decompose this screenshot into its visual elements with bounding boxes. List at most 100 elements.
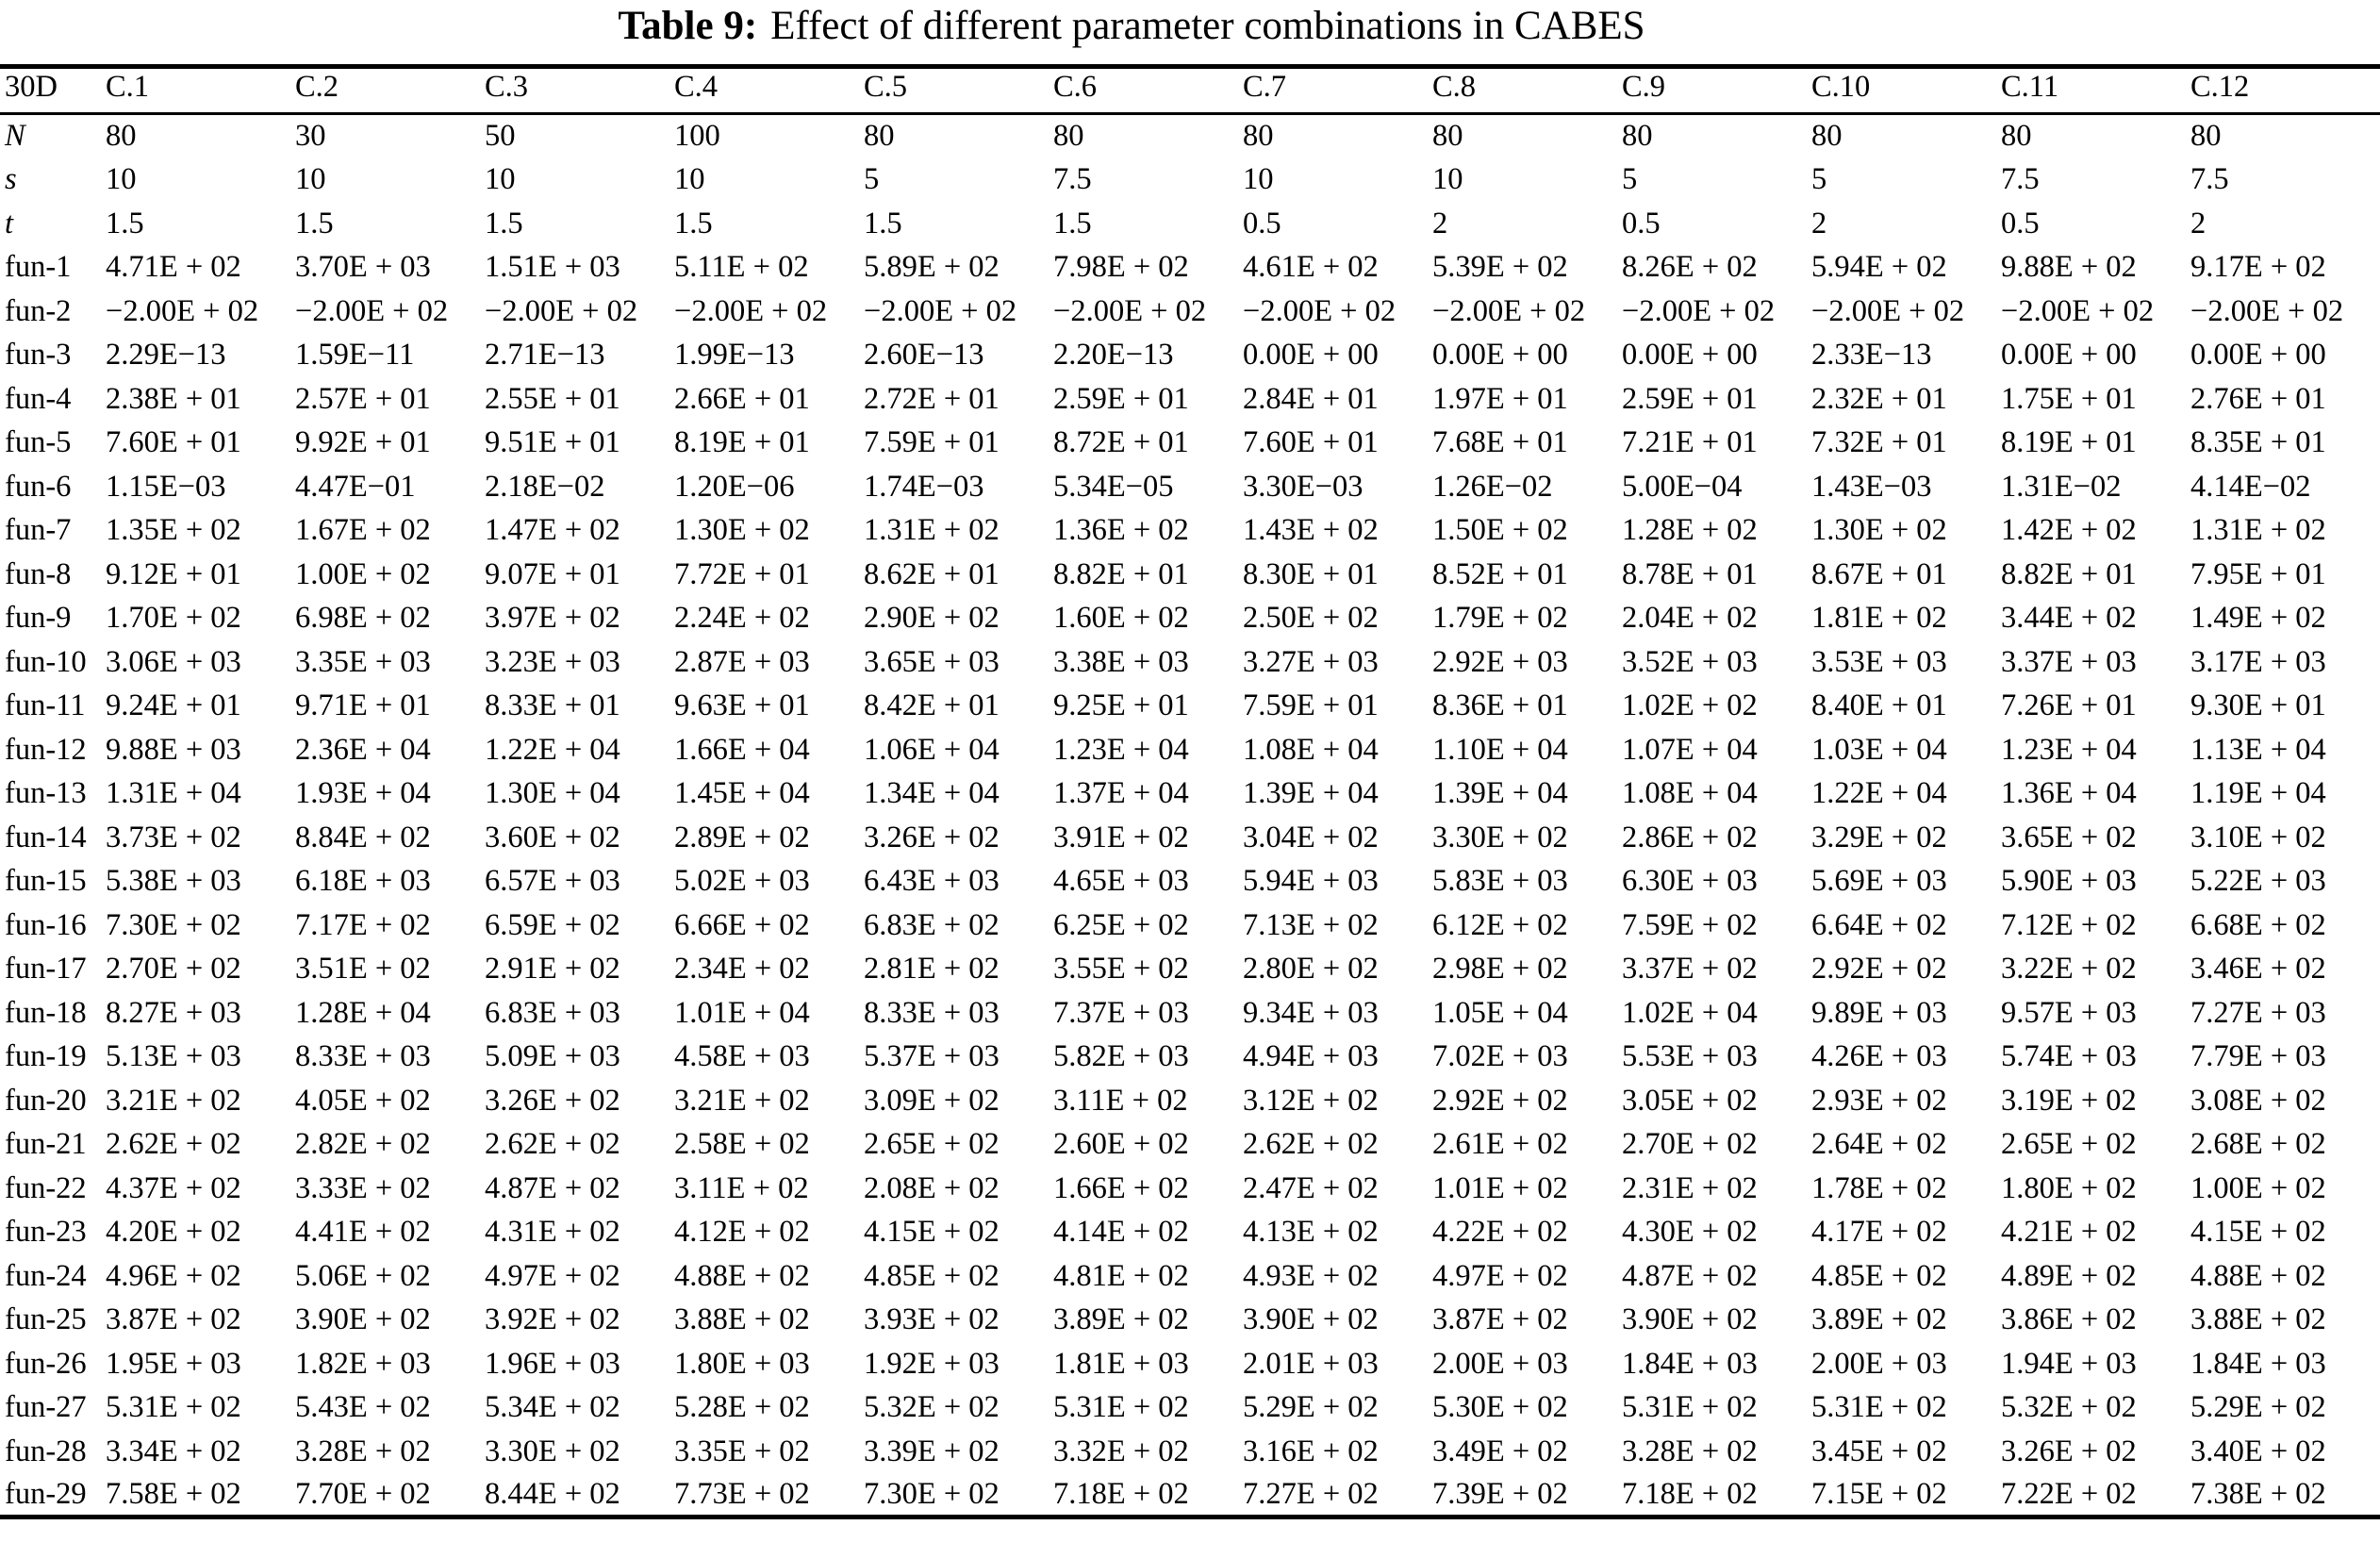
cell-fun-21-c-7: 2.62E + 02 <box>1243 1127 1379 1161</box>
row-label-fun-20: fun-20 <box>5 1083 87 1118</box>
table-row-fun-26: fun-26 1.95E + 03 1.82E + 03 1.96E + 03 1.80… <box>0 1342 2380 1386</box>
cell-fun-9-c-9: 2.04E + 02 <box>1622 601 1758 635</box>
cell-fun-11-c-8: 8.36E + 01 <box>1432 688 1568 722</box>
cell-fun-9-c-8: 1.79E + 02 <box>1432 601 1568 635</box>
cell-fun-17-c-1: 2.70E + 02 <box>106 952 241 986</box>
cell-fun-22-c-8: 1.01E + 02 <box>1432 1170 1568 1205</box>
row-label-fun-14: fun-14 <box>5 820 87 854</box>
cell-fun-18-c-5: 8.33E + 03 <box>864 995 1000 1030</box>
cell-fun-15-c-3: 6.57E + 03 <box>485 864 620 898</box>
cell-fun-17-c-6: 3.55E + 02 <box>1053 952 1189 986</box>
cell-t-c-4: 1.5 <box>674 206 713 240</box>
row-label-fun-13: fun-13 <box>5 776 87 810</box>
cell-fun-15-c-12: 5.22E + 03 <box>2190 864 2326 898</box>
cell-t-c-11: 0.5 <box>2001 206 2040 240</box>
cell-s-c-11: 7.5 <box>2001 162 2040 196</box>
cell-fun-25-c-6: 3.89E + 02 <box>1053 1302 1189 1336</box>
cell-fun-28-c-9: 3.28E + 02 <box>1622 1434 1758 1468</box>
col-header-c-4: C.4 <box>674 66 864 115</box>
cell-fun-19-c-12: 7.79E + 03 <box>2190 1039 2326 1073</box>
cell-fun-6-c-9: 5.00E−04 <box>1622 469 1743 504</box>
cell-fun-8-c-7: 8.30E + 01 <box>1243 556 1379 591</box>
cell-fun-22-c-2: 3.33E + 02 <box>295 1170 431 1205</box>
cell-s-c-4: 10 <box>674 162 705 196</box>
cell-fun-29-c-4: 7.73E + 02 <box>674 1476 810 1511</box>
table-row-fun-16: fun-16 7.30E + 02 7.17E + 02 6.59E + 02 6.66… <box>0 904 2380 948</box>
cell-fun-5-c-11: 8.19E + 01 <box>2001 425 2137 459</box>
cell-fun-23-c-11: 4.21E + 02 <box>2001 1215 2137 1249</box>
cell-fun-9-c-7: 2.50E + 02 <box>1243 601 1379 635</box>
cell-fun-18-c-7: 9.34E + 03 <box>1243 995 1379 1030</box>
cell-fun-18-c-1: 8.27E + 03 <box>106 995 241 1030</box>
table-row-fun-6: fun-6 1.15E−03 4.47E−01 2.18E−02 1.20E−06 1.7… <box>0 465 2380 509</box>
cell-fun-18-c-8: 1.05E + 04 <box>1432 995 1568 1030</box>
cell-fun-7-c-3: 1.47E + 02 <box>485 513 620 547</box>
table-row-fun-17: fun-17 2.70E + 02 3.51E + 02 2.91E + 02 2.34… <box>0 947 2380 991</box>
cell-fun-14-c-5: 3.26E + 02 <box>864 820 1000 854</box>
cell-fun-8-c-10: 8.67E + 01 <box>1811 556 1947 591</box>
cell-fun-14-c-10: 3.29E + 02 <box>1811 820 1947 854</box>
cell-fun-5-c-2: 9.92E + 01 <box>295 425 431 459</box>
cell-t-c-2: 1.5 <box>295 206 334 240</box>
cell-fun-8-c-9: 8.78E + 01 <box>1622 556 1758 591</box>
row-label-fun-10: fun-10 <box>5 644 87 679</box>
cell-fun-1-c-3: 1.51E + 03 <box>485 250 620 284</box>
cell-fun-15-c-8: 5.83E + 03 <box>1432 864 1568 898</box>
col-header-c-5: C.5 <box>864 66 1053 115</box>
table-row-fun-24: fun-24 4.96E + 02 5.06E + 02 4.97E + 02 4.88… <box>0 1254 2380 1299</box>
cell-s-c-3: 10 <box>485 162 516 196</box>
cell-fun-10-c-12: 3.17E + 03 <box>2190 644 2326 679</box>
cell-fun-1-c-5: 5.89E + 02 <box>864 250 1000 284</box>
cell-fun-27-c-2: 5.43E + 02 <box>295 1390 431 1424</box>
cell-t-c-5: 1.5 <box>864 206 902 240</box>
col-header-c-3: C.3 <box>485 66 674 115</box>
cell-fun-1-c-10: 5.94E + 02 <box>1811 250 1947 284</box>
cell-n-c-11: 80 <box>2001 119 2032 154</box>
cell-fun-27-c-4: 5.28E + 02 <box>674 1390 810 1424</box>
table-row-fun-13: fun-13 1.31E + 04 1.93E + 04 1.30E + 04 1.45… <box>0 771 2380 816</box>
cell-fun-2-c-2: −2.00E + 02 <box>295 293 449 328</box>
table-number-label: Table 9: <box>618 4 758 48</box>
cell-fun-10-c-11: 3.37E + 03 <box>2001 644 2137 679</box>
cell-fun-14-c-2: 8.84E + 02 <box>295 820 431 854</box>
row-label-fun-18: fun-18 <box>5 995 87 1030</box>
row-label-fun-3: fun-3 <box>5 338 72 372</box>
cell-fun-20-c-2: 4.05E + 02 <box>295 1083 431 1118</box>
row-label-fun-8: fun-8 <box>5 556 72 591</box>
row-label-fun-1: fun-1 <box>5 250 72 284</box>
table-row-t: t 1.5 1.5 1.5 1.5 1.5 1.5 0.5 2 0.5 2 0.5 2 <box>0 202 2380 246</box>
row-label-fun-23: fun-23 <box>5 1215 87 1249</box>
cell-fun-4-c-10: 2.32E + 01 <box>1811 381 1947 416</box>
cell-fun-21-c-3: 2.62E + 02 <box>485 1127 620 1161</box>
cell-fun-6-c-5: 1.74E−03 <box>864 469 984 504</box>
cell-fun-3-c-6: 2.20E−13 <box>1053 338 1174 372</box>
cell-fun-28-c-1: 3.34E + 02 <box>106 1434 241 1468</box>
cell-fun-23-c-10: 4.17E + 02 <box>1811 1215 1947 1249</box>
table-row-fun-18: fun-18 8.27E + 03 1.28E + 04 6.83E + 03 1.01… <box>0 991 2380 1036</box>
cell-s-c-10: 5 <box>1811 162 1827 196</box>
cell-fun-24-c-6: 4.81E + 02 <box>1053 1258 1189 1293</box>
cell-fun-15-c-7: 5.94E + 03 <box>1243 864 1379 898</box>
cell-fun-13-c-4: 1.45E + 04 <box>674 776 810 810</box>
table-row-fun-28: fun-28 3.34E + 02 3.28E + 02 3.30E + 02 3.35… <box>0 1430 2380 1474</box>
table-row-fun-15: fun-15 5.38E + 03 6.18E + 03 6.57E + 03 5.02… <box>0 859 2380 904</box>
cell-fun-25-c-8: 3.87E + 02 <box>1432 1302 1568 1336</box>
col-header-c-8: C.8 <box>1432 66 1622 115</box>
cell-fun-2-c-12: −2.00E + 02 <box>2190 293 2344 328</box>
cell-fun-29-c-2: 7.70E + 02 <box>295 1476 431 1511</box>
row-label-n: N <box>5 119 25 154</box>
row-label-fun-19: fun-19 <box>5 1039 87 1073</box>
cell-fun-3-c-5: 2.60E−13 <box>864 338 984 372</box>
cell-n-c-2: 30 <box>295 119 326 154</box>
cell-fun-26-c-9: 1.84E + 03 <box>1622 1346 1758 1381</box>
cell-fun-28-c-8: 3.49E + 02 <box>1432 1434 1568 1468</box>
cell-fun-28-c-6: 3.32E + 02 <box>1053 1434 1189 1468</box>
col-header-c-10: C.10 <box>1811 66 2001 115</box>
cell-fun-7-c-7: 1.43E + 02 <box>1243 513 1379 547</box>
cell-fun-6-c-11: 1.31E−02 <box>2001 469 2122 504</box>
cell-t-c-6: 1.5 <box>1053 206 1092 240</box>
cell-fun-6-c-4: 1.20E−06 <box>674 469 795 504</box>
cell-fun-7-c-2: 1.67E + 02 <box>295 513 431 547</box>
cell-fun-19-c-9: 5.53E + 03 <box>1622 1039 1758 1073</box>
